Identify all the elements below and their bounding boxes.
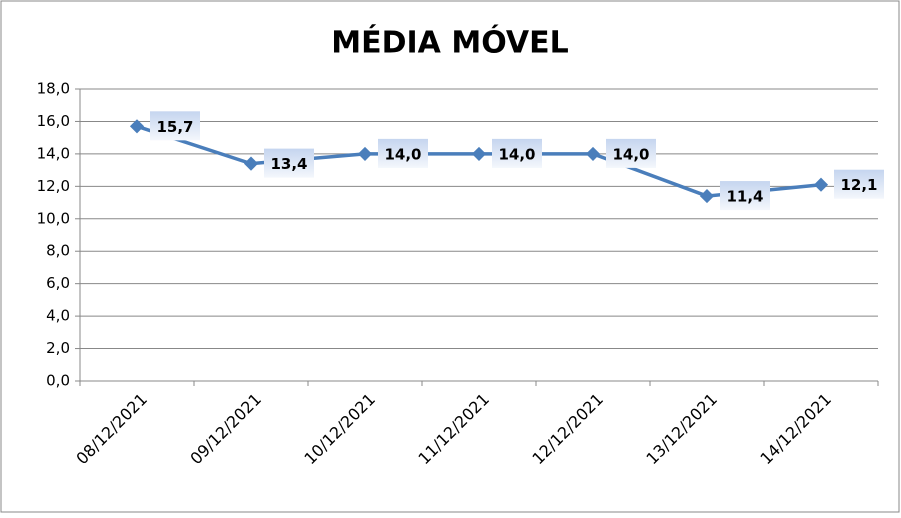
y-tick-label: 16,0: [37, 112, 70, 130]
data-label-box: [834, 169, 884, 199]
data-label-box: [720, 181, 770, 211]
y-tick-label: 18,0: [37, 80, 70, 98]
marker: [471, 146, 487, 161]
data-label: 12,1: [840, 176, 877, 194]
y-tick-label: 0,0: [46, 372, 70, 390]
marker: [243, 156, 259, 171]
y-tick-label: 14,0: [37, 144, 70, 162]
marker: [357, 146, 373, 161]
marker: [813, 177, 829, 192]
data-label: 14,0: [384, 145, 421, 163]
marker: [585, 146, 601, 161]
chart-title: MÉDIA MÓVEL: [331, 24, 568, 61]
data-label: 13,4: [270, 155, 307, 173]
data-label-box: [606, 138, 656, 168]
y-tick-label: 6,0: [46, 274, 70, 292]
y-tick-label: 4,0: [46, 307, 70, 325]
y-tick-label: 12,0: [37, 177, 70, 195]
y-tick-label: 2,0: [46, 339, 70, 357]
data-label-box: [492, 138, 542, 168]
data-label-box: [378, 138, 428, 168]
marker: [699, 188, 715, 204]
data-label: 14,0: [498, 145, 535, 163]
data-label: 14,0: [612, 145, 649, 163]
data-label: 15,7: [156, 118, 193, 136]
data-label-box: [150, 111, 200, 141]
data-label-box: [264, 148, 314, 178]
data-label: 11,4: [726, 188, 763, 206]
y-tick-label: 8,0: [46, 242, 70, 260]
y-tick-label: 10,0: [37, 209, 70, 227]
